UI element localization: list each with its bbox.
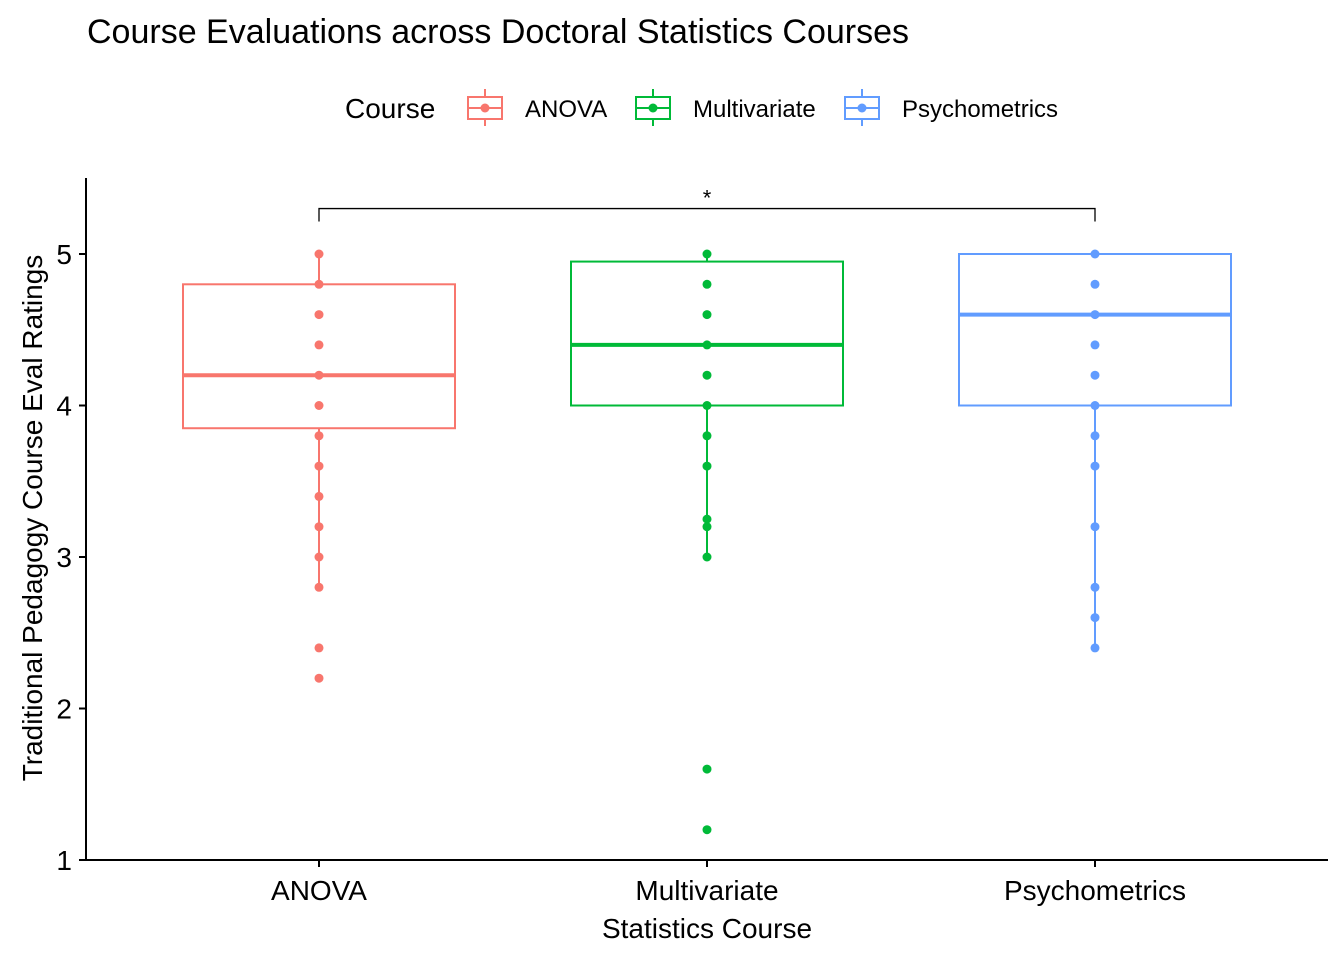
- data-point: [314, 279, 324, 289]
- legend-label: Psychometrics: [902, 96, 1058, 123]
- box-iqr: [958, 253, 1232, 407]
- x-tick-label: Psychometrics: [1004, 875, 1186, 906]
- chart-title: Course Evaluations across Doctoral Stati…: [87, 13, 909, 51]
- data-point: [314, 370, 324, 380]
- data-point: [314, 552, 324, 562]
- data-point: [1090, 613, 1100, 623]
- data-point: [1090, 310, 1100, 320]
- legend-title: Course: [345, 93, 435, 124]
- data-point: [314, 461, 324, 471]
- box-psychometrics: [958, 249, 1232, 653]
- data-point: [314, 340, 324, 350]
- data-point: [314, 673, 324, 683]
- data-point: [314, 401, 324, 410]
- data-point: [702, 340, 712, 350]
- data-point: [702, 401, 712, 410]
- x-tick-label: ANOVA: [271, 875, 367, 906]
- legend-items: ANOVA Multivariate Psychometrics: [467, 89, 1058, 126]
- data-point: [1090, 370, 1100, 380]
- data-point: [1090, 249, 1100, 259]
- axes: 1 2 3 4 5 ANOVA Multivariate Psychometrics: [56, 178, 1328, 906]
- significance-annotations: *: [318, 186, 1096, 222]
- data-point: [1090, 461, 1100, 471]
- data-point: [702, 461, 712, 471]
- y-tick-label: 3: [56, 542, 72, 573]
- data-point: [314, 310, 324, 320]
- y-tick-label: 4: [56, 391, 72, 422]
- data-point: [702, 514, 712, 524]
- data-point: [314, 431, 324, 441]
- data-point: [1090, 643, 1100, 653]
- y-axis-title: Traditional Pedagogy Course Eval Ratings: [17, 255, 48, 782]
- legend-label: ANOVA: [525, 96, 607, 123]
- legend-key-point: [480, 103, 490, 113]
- data-point: [314, 491, 324, 501]
- data-point: [702, 279, 712, 289]
- data-point: [702, 522, 712, 532]
- y-tick-label: 5: [56, 239, 72, 270]
- data-point: [702, 764, 712, 774]
- legend-key-point: [648, 103, 658, 113]
- x-axis-title: Statistics Course: [602, 913, 812, 944]
- data-point: [1090, 401, 1100, 410]
- data-point: [1090, 522, 1100, 532]
- legend-label: Multivariate: [693, 96, 816, 123]
- data-point: [702, 370, 712, 380]
- data-point: [314, 522, 324, 532]
- data-point: [314, 249, 324, 259]
- legend: Course ANOVA Multivariate Psychometrics: [345, 89, 1058, 126]
- data-point: [1090, 340, 1100, 350]
- data-point: [314, 643, 324, 653]
- data-point: [702, 249, 712, 259]
- legend-item-psychometrics: Psychometrics: [844, 89, 1058, 126]
- legend-key-point: [857, 103, 867, 113]
- significance-bracket: [318, 207, 1096, 222]
- data-point: [702, 825, 712, 835]
- data-point: [1090, 582, 1100, 592]
- legend-item-anova: ANOVA: [467, 89, 607, 126]
- y-tick-label: 1: [56, 845, 72, 876]
- data-point: [1090, 431, 1100, 441]
- data-point: [702, 310, 712, 320]
- box-anova: [182, 249, 456, 683]
- data-point: [702, 431, 712, 441]
- significance-label: *: [703, 186, 712, 211]
- y-tick-label: 2: [56, 694, 72, 725]
- data-point: [314, 582, 324, 592]
- data-point: [1090, 279, 1100, 289]
- x-tick-label: Multivariate: [635, 875, 778, 906]
- boxes: [182, 249, 1232, 835]
- data-point: [702, 552, 712, 562]
- box-multivariate: [570, 249, 844, 835]
- legend-item-multivariate: Multivariate: [635, 89, 816, 126]
